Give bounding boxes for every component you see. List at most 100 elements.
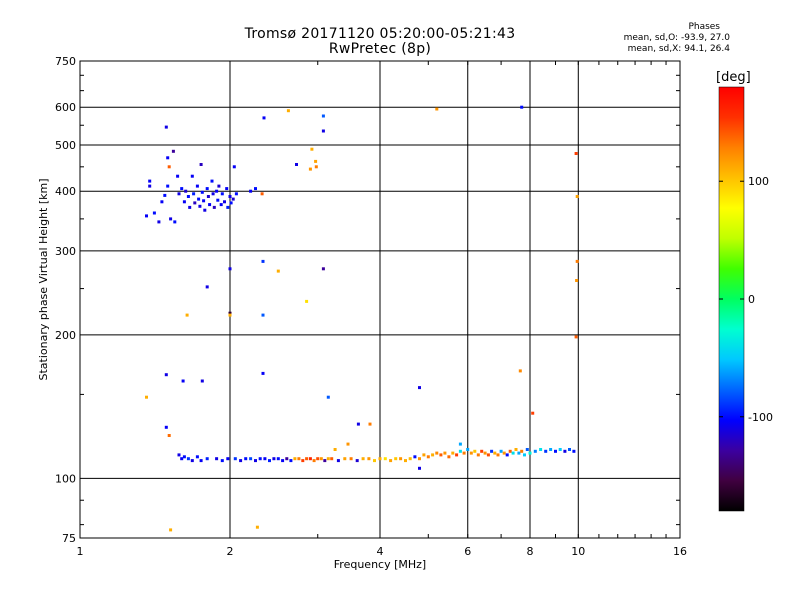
- grid-lines: [80, 61, 680, 538]
- echo-point: [528, 451, 532, 455]
- echo-point: [203, 208, 207, 212]
- echo-point: [205, 285, 209, 289]
- echo-point: [462, 451, 466, 455]
- y-tick-label: 100: [55, 472, 76, 485]
- y-tick-label: 300: [55, 245, 76, 258]
- echo-point: [394, 457, 398, 461]
- echo-point: [157, 220, 161, 224]
- echo-point: [226, 205, 230, 209]
- echo-point: [367, 457, 371, 461]
- echo-point: [258, 457, 262, 461]
- echo-point: [228, 195, 232, 198]
- echo-point: [333, 448, 337, 451]
- echo-point: [272, 457, 276, 461]
- echo-point: [263, 457, 267, 461]
- echo-point: [261, 371, 265, 375]
- echo-point: [285, 457, 289, 461]
- echo-point: [426, 455, 430, 459]
- echo-point: [523, 453, 526, 457]
- colorbar-tick-label: 0: [748, 293, 755, 306]
- echo-point: [399, 457, 403, 461]
- echo-point: [167, 165, 171, 169]
- echo-point: [373, 459, 376, 463]
- echo-point: [261, 313, 265, 317]
- echo-point: [169, 528, 173, 532]
- echo-point: [308, 457, 312, 461]
- echo-point: [418, 457, 421, 461]
- echo-point: [301, 459, 305, 463]
- echo-point: [197, 197, 201, 201]
- echo-point: [321, 114, 325, 118]
- echo-point: [215, 457, 219, 461]
- echo-point: [520, 105, 524, 109]
- echo-point: [435, 107, 439, 111]
- echo-point: [544, 449, 548, 453]
- echo-point: [312, 459, 316, 463]
- echo-point: [319, 457, 323, 461]
- echo-point: [177, 192, 181, 196]
- echo-point: [422, 453, 426, 457]
- echo-point: [210, 179, 214, 183]
- echo-point: [389, 459, 393, 463]
- echo-point: [276, 457, 280, 461]
- echo-point: [185, 313, 189, 317]
- echo-point: [508, 449, 512, 453]
- y-tick-label: 200: [55, 329, 76, 342]
- echo-point: [458, 442, 462, 446]
- echo-point: [439, 453, 443, 457]
- echo-point: [223, 200, 226, 204]
- y-axis-label: Stationary phase Virtual Height [km]: [37, 178, 50, 380]
- echo-point: [199, 459, 203, 463]
- echo-point: [211, 192, 215, 196]
- echo-point: [466, 448, 470, 451]
- echo-point: [404, 459, 407, 463]
- echo-point: [326, 457, 330, 461]
- echo-point: [254, 187, 257, 191]
- y-tick-label: 600: [55, 101, 76, 114]
- echo-point: [295, 163, 298, 166]
- colorbar-ticks: 100 0 -100: [719, 175, 773, 424]
- echo-point: [343, 457, 347, 461]
- echo-point: [228, 311, 232, 315]
- colorbar-tick-label: -100: [748, 411, 773, 424]
- echo-point: [469, 451, 473, 455]
- echo-point: [574, 335, 578, 339]
- echo-point: [160, 200, 164, 204]
- echo-point: [356, 422, 360, 426]
- echo-point: [198, 204, 202, 208]
- echo-point: [483, 451, 487, 455]
- echo-point: [490, 449, 494, 453]
- x-axis-ticks: 1 2 4 6 8 10 16: [77, 61, 687, 558]
- echo-point: [202, 199, 206, 203]
- echo-point: [511, 451, 515, 455]
- echo-point: [212, 205, 216, 209]
- echo-point: [525, 448, 529, 451]
- echo-point: [558, 448, 562, 451]
- echo-point: [164, 125, 168, 129]
- echo-point: [286, 109, 290, 113]
- echo-point: [260, 192, 264, 196]
- echo-point: [476, 453, 480, 457]
- echo-point: [549, 448, 553, 451]
- echo-point: [205, 187, 209, 191]
- echo-point: [418, 466, 421, 470]
- echo-point: [378, 457, 382, 461]
- echo-point: [443, 451, 447, 455]
- x-tick-label: 1: [77, 545, 84, 558]
- echo-point: [326, 395, 330, 399]
- echo-point: [554, 449, 557, 453]
- x-tick-label: 2: [227, 545, 234, 558]
- echo-point: [455, 453, 459, 457]
- echo-point: [276, 269, 280, 273]
- echo-point: [190, 174, 194, 178]
- echo-point: [336, 459, 340, 463]
- echo-point: [330, 457, 334, 461]
- echo-point: [167, 434, 171, 437]
- echo-point: [323, 459, 327, 463]
- echo-point: [305, 299, 309, 303]
- echo-point: [517, 451, 521, 455]
- echo-point: [255, 525, 259, 529]
- echo-point: [531, 411, 535, 415]
- echo-point: [413, 455, 417, 459]
- echo-point: [572, 449, 576, 453]
